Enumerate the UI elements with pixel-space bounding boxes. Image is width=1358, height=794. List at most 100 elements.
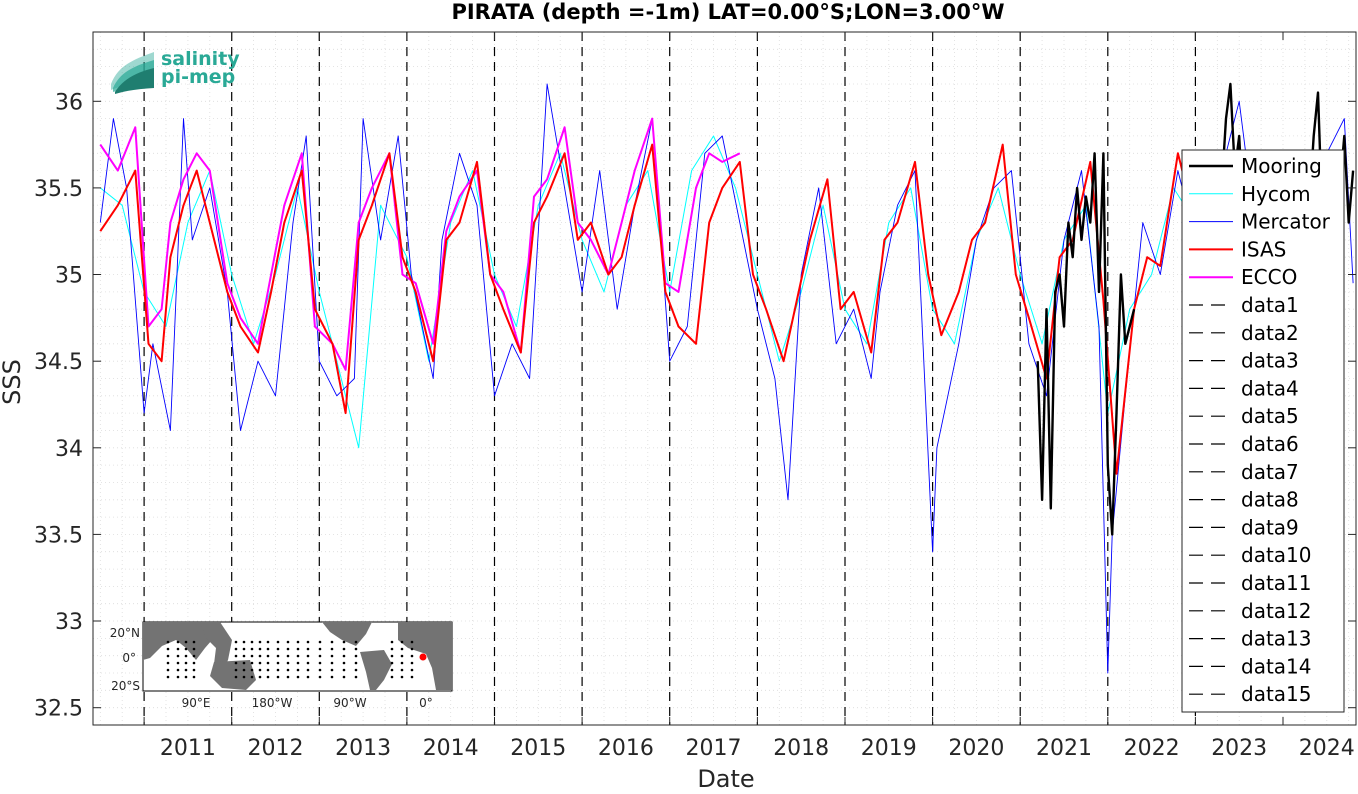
inset-mooring-dot — [266, 675, 270, 679]
inset-mooring-dot — [342, 654, 346, 658]
inset-mooring-dot — [400, 675, 404, 679]
legend-label: data11 — [1241, 571, 1312, 595]
logo-wave-icon — [111, 52, 154, 94]
inset-mooring-dot — [296, 647, 300, 651]
inset-mooring-dots — [166, 640, 414, 679]
inset-mooring-dot — [400, 654, 404, 658]
x-tick-label: 2016 — [598, 736, 654, 761]
y-tick-label: 34.5 — [34, 350, 83, 375]
x-tick-label: 2024 — [1299, 736, 1355, 761]
legend-label: data15 — [1241, 682, 1312, 706]
inset-lon-label-90e: 90°E — [182, 696, 211, 710]
inset-mooring-dot — [342, 668, 346, 672]
inset-mooring-dot — [184, 654, 188, 658]
inset-mooring-dot — [234, 647, 238, 651]
legend-label: data14 — [1241, 654, 1312, 678]
inset-mooring-dot — [258, 668, 262, 672]
inset-mooring-dot — [184, 647, 188, 651]
inset-mooring-dot — [242, 668, 246, 672]
inset-mooring-dot — [390, 675, 394, 679]
x-tick-label: 2013 — [335, 736, 391, 761]
inset-mooring-dot — [342, 647, 346, 651]
inset-mooring-dot — [296, 654, 300, 658]
inset-mooring-dot — [390, 668, 394, 672]
inset-mooring-dot — [266, 654, 270, 658]
inset-mooring-dot — [296, 661, 300, 665]
inset-mooring-dot — [410, 668, 414, 672]
inset-mooring-dot — [184, 675, 188, 679]
legend-label: ISAS — [1241, 237, 1286, 261]
legend-label: data3 — [1241, 349, 1299, 373]
y-tick-label: 33 — [55, 610, 83, 635]
inset-mooring-dot — [234, 654, 238, 658]
inset-mooring-dot — [296, 640, 300, 644]
inset-mooring-dot — [176, 647, 180, 651]
inset-mooring-dot — [286, 668, 290, 672]
inset-mooring-dot — [400, 640, 404, 644]
inset-mooring-dot — [390, 640, 394, 644]
logo-text-pi-mep: pi-mep — [161, 66, 235, 88]
inset-mooring-dot — [234, 668, 238, 672]
inset-mooring-dot — [250, 654, 254, 658]
inset-lat-label-20n: 20°N — [110, 626, 140, 640]
series-line-ecco — [99, 117, 741, 371]
inset-mooring-dot — [286, 654, 290, 658]
inset-mooring-dot — [176, 661, 180, 665]
x-tick-label: 2012 — [248, 736, 304, 761]
inset-mooring-dot — [258, 647, 262, 651]
inset-mooring-dot — [286, 647, 290, 651]
legend-label: data4 — [1241, 376, 1299, 400]
inset-mooring-dot — [192, 675, 196, 679]
legend-label: data7 — [1241, 460, 1299, 484]
inset-mooring-dot — [176, 654, 180, 658]
inset-map-land — [143, 622, 452, 690]
inset-mooring-dot — [258, 654, 262, 658]
inset-mooring-dot — [276, 640, 280, 644]
inset-mooring-dot — [318, 675, 322, 679]
x-tick-label: 2023 — [1211, 736, 1267, 761]
series-line-isas — [99, 143, 1192, 475]
inset-mooring-dot — [250, 668, 254, 672]
x-tick-label: 2017 — [686, 736, 742, 761]
legend-label: data13 — [1241, 627, 1312, 651]
legend-label: Hycom — [1241, 182, 1311, 206]
legend-label: data12 — [1241, 599, 1312, 623]
inset-mooring-dot — [250, 647, 254, 651]
inset-mooring-dot — [318, 661, 322, 665]
inset-lon-label-0: 0° — [419, 696, 433, 710]
inset-mooring-dot — [354, 654, 358, 658]
inset-mooring-dot — [390, 647, 394, 651]
inset-mooring-dot — [410, 640, 414, 644]
inset-mooring-dot — [266, 647, 270, 651]
x-tick-label: 2019 — [861, 736, 917, 761]
inset-mooring-dot — [184, 668, 188, 672]
inset-mooring-dot — [250, 675, 254, 679]
inset-mooring-dot — [192, 640, 196, 644]
inset-mooring-dot — [192, 647, 196, 651]
inset-mooring-dot — [410, 647, 414, 651]
inset-mooring-dot — [242, 640, 246, 644]
inset-mooring-dot — [184, 640, 188, 644]
inset-mooring-dot — [306, 675, 310, 679]
inset-mooring-dot — [342, 661, 346, 665]
y-tick-label: 36 — [55, 90, 83, 115]
inset-mooring-dot — [234, 661, 238, 665]
inset-mooring-dot — [400, 668, 404, 672]
inset-mooring-dot — [330, 675, 334, 679]
inset-mooring-dot — [192, 654, 196, 658]
y-tick-label: 33.5 — [34, 523, 83, 548]
x-tick-label: 2018 — [773, 736, 829, 761]
y-tick-label: 32.5 — [34, 697, 83, 722]
x-axis-ticks: 2011 2012 2013 2014 2015 2016 2017 2018 2019 2020… — [143, 32, 1355, 761]
plot-area-frame — [92, 31, 1357, 726]
inset-mooring-dot — [176, 675, 180, 679]
inset-mooring-dot — [250, 640, 254, 644]
legend-label: data2 — [1241, 321, 1299, 345]
chart-title: PIRATA (depth =-1m) LAT=0.00°S;LON=3.00°… — [451, 0, 1004, 24]
inset-mooring-dot — [342, 640, 346, 644]
inset-mooring-dot — [318, 654, 322, 658]
inset-mooring-dot — [400, 647, 404, 651]
inset-lat-label-0: 0° — [122, 651, 136, 665]
